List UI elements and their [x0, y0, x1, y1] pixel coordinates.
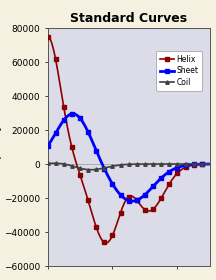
- Y-axis label: Ellipticity: Ellipticity: [0, 122, 1, 172]
- Sheet: [46, 145, 49, 148]
- Line: Coil: Coil: [46, 162, 211, 171]
- Line: Helix: Helix: [46, 35, 211, 245]
- Helix: [111, 235, 113, 238]
- Coil: [208, 162, 211, 166]
- Title: Standard Curves: Standard Curves: [70, 12, 187, 25]
- Coil: [111, 165, 114, 168]
- Coil: [100, 167, 102, 170]
- Helix: [105, 241, 107, 245]
- Sheet: [149, 188, 152, 191]
- Helix: [66, 123, 68, 127]
- Sheet: [164, 173, 167, 176]
- Helix: [46, 35, 49, 38]
- Sheet: [71, 112, 74, 115]
- Sheet: [131, 199, 134, 203]
- Line: Sheet: Sheet: [46, 112, 211, 203]
- Helix: [164, 190, 166, 193]
- Coil: [164, 162, 167, 166]
- Legend: Helix, Sheet, Coil: Helix, Sheet, Coil: [156, 51, 202, 91]
- Sheet: [111, 182, 113, 185]
- Helix: [208, 162, 211, 166]
- Sheet: [99, 159, 102, 162]
- Coil: [165, 162, 167, 166]
- Coil: [66, 163, 69, 166]
- Sheet: [66, 115, 68, 118]
- Sheet: [208, 162, 211, 166]
- Helix: [149, 209, 151, 213]
- Coil: [53, 162, 55, 165]
- Sheet: [165, 172, 167, 176]
- Coil: [46, 162, 49, 165]
- Coil: [149, 162, 152, 166]
- Helix: [164, 188, 167, 192]
- Helix: [99, 235, 102, 239]
- Coil: [90, 168, 92, 171]
